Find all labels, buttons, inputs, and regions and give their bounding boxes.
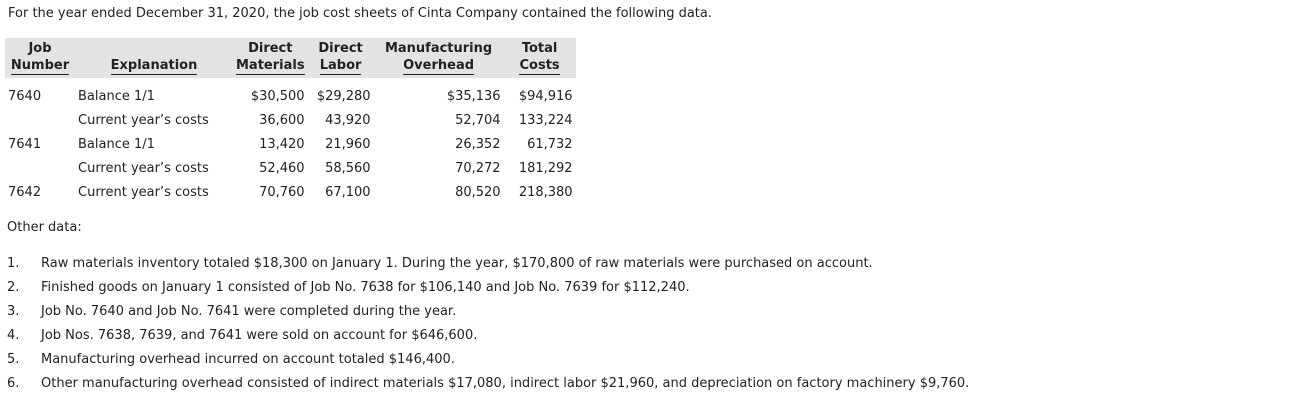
table-row: Current year’s costs 52,460 58,560 70,27… xyxy=(5,156,576,180)
list-item-text: Job Nos. 7638, 7639, and 7641 were sold … xyxy=(41,328,478,343)
header-direct-materials: Direct Materials xyxy=(233,38,308,78)
header-manufacturing-overhead: Manufacturing Overhead xyxy=(373,38,504,78)
list-item-number: 1. xyxy=(7,256,20,271)
direct-materials-cell: 70,760 xyxy=(259,184,305,200)
list-item-number: 6. xyxy=(7,376,20,391)
total-costs-cell: 181,292 xyxy=(518,160,573,176)
header-explanation: Explanation xyxy=(75,38,233,78)
job-number-cell: 7641 xyxy=(8,136,42,152)
list-item-text: Job No. 7640 and Job No. 7641 were compl… xyxy=(41,304,457,319)
table-header-row: Job Number Explanation Direct Materials … xyxy=(5,38,576,78)
explanation-cell: Balance 1/1 xyxy=(78,88,155,104)
list-item: 4. Job Nos. 7638, 7639, and 7641 were sol… xyxy=(0,328,969,352)
other-data-list: 1. Raw materials inventory totaled $18,30… xyxy=(0,256,969,400)
explanation-cell: Balance 1/1 xyxy=(78,136,155,152)
total-costs-cell: 61,732 xyxy=(527,136,573,152)
direct-labor-cell: 43,920 xyxy=(325,112,371,128)
problem-intro: For the year ended December 31, 2020, th… xyxy=(8,6,713,21)
job-number-cell: 7642 xyxy=(8,184,42,200)
direct-materials-cell: 52,460 xyxy=(259,160,305,176)
table-row: 7640 Balance 1/1 $30,500 $29,280 $35,136… xyxy=(5,78,576,108)
direct-materials-cell: $30,500 xyxy=(250,88,305,104)
job-number-cell: 7640 xyxy=(8,88,42,104)
overhead-cell: $35,136 xyxy=(446,88,501,104)
list-item-text: Finished goods on January 1 consisted of… xyxy=(41,280,690,295)
list-item-number: 2. xyxy=(7,280,20,295)
direct-labor-cell: 67,100 xyxy=(325,184,371,200)
list-item: 1. Raw materials inventory totaled $18,30… xyxy=(0,256,969,280)
header-direct-labor: Direct Labor xyxy=(307,38,374,78)
list-item-number: 3. xyxy=(7,304,20,319)
overhead-cell: 70,272 xyxy=(455,160,501,176)
overhead-cell: 26,352 xyxy=(455,136,501,152)
overhead-cell: 80,520 xyxy=(455,184,501,200)
list-item-text: Raw materials inventory totaled $18,300 … xyxy=(41,256,873,271)
list-item-number: 5. xyxy=(7,352,20,367)
job-number-cell xyxy=(5,108,75,132)
header-total-costs: Total Costs xyxy=(503,38,576,78)
job-cost-table: Job Number Explanation Direct Materials … xyxy=(5,38,576,204)
explanation-cell: Current year’s costs xyxy=(78,184,209,200)
table-row: 7641 Balance 1/1 13,420 21,960 26,352 61… xyxy=(5,132,576,156)
list-item-number: 4. xyxy=(7,328,20,343)
list-item: 5. Manufacturing overhead incurred on acc… xyxy=(0,352,969,376)
direct-labor-cell: 58,560 xyxy=(325,160,371,176)
list-item: 6. Other manufacturing overhead consisted… xyxy=(0,376,969,400)
direct-labor-cell: 21,960 xyxy=(325,136,371,152)
list-item: 2. Finished goods on January 1 consisted … xyxy=(0,280,969,304)
overhead-cell: 52,704 xyxy=(455,112,501,128)
list-item-text: Manufacturing overhead incurred on accou… xyxy=(41,352,455,367)
total-costs-cell: 133,224 xyxy=(518,112,573,128)
direct-materials-cell: 36,600 xyxy=(259,112,305,128)
direct-materials-cell: 13,420 xyxy=(259,136,305,152)
direct-labor-cell: $29,280 xyxy=(316,88,371,104)
header-job-number: Job Number xyxy=(5,38,75,78)
list-item: 3. Job No. 7640 and Job No. 7641 were com… xyxy=(0,304,969,328)
job-number-cell xyxy=(5,156,75,180)
table-row: 7642 Current year’s costs 70,760 67,100 … xyxy=(5,180,576,204)
other-data-label: Other data: xyxy=(7,220,82,235)
table-row: Current year’s costs 36,600 43,920 52,70… xyxy=(5,108,576,132)
list-item-text: Other manufacturing overhead consisted o… xyxy=(41,376,970,391)
explanation-cell: Current year’s costs xyxy=(78,160,209,176)
explanation-cell: Current year’s costs xyxy=(78,112,209,128)
total-costs-cell: 218,380 xyxy=(518,184,573,200)
total-costs-cell: $94,916 xyxy=(518,88,573,104)
